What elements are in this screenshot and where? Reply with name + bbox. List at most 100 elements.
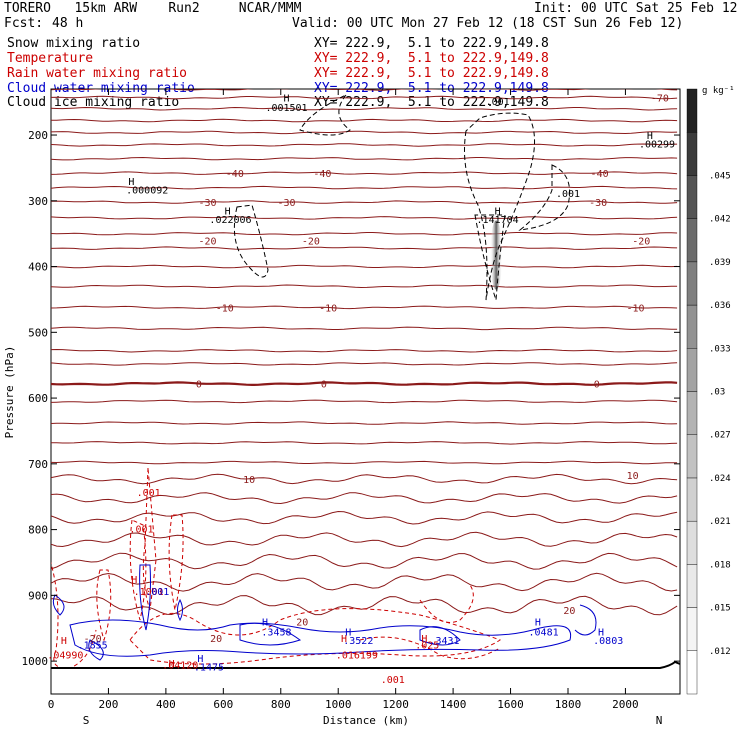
model-title: TORERO 15km ARW Run2 NCAR/MMM [4,1,302,16]
cloud-ice-label: .001 [486,97,510,108]
cloud-ice-label: .001501 [265,103,307,114]
temperature-contour-label: 0 [594,380,600,391]
isotherm-line [51,305,678,310]
temperature-contour-label: -20 [199,236,217,247]
cloud-water-label: H [535,618,541,629]
x-tick-label: 1400 [440,698,467,711]
isotherm-line [51,82,677,84]
x-tick-label: 2000 [612,698,639,711]
colorbar-swatch [686,434,698,479]
y-tick-label: 400 [28,261,48,274]
rain-contour [142,467,157,611]
south-end-label: S [83,714,90,727]
temperature-contours [51,82,678,616]
colorbar: .012 .015 .018 .021 .024 .027 .03 .033 .036 .039.… [686,86,735,695]
temperature-contour-label: -20 [632,236,650,247]
colorbar-swatch [686,564,698,608]
rain-label: H [341,634,347,645]
cloud-water-contour [139,564,151,631]
colorbar-level-label: .03 [709,388,725,398]
temperature-contour-label: -10 [626,303,644,314]
y-tick-label: 600 [28,392,48,405]
x-tick-label: 600 [213,698,233,711]
cloud-ice-label: H [128,177,134,188]
x-tick-label: 0 [48,698,55,711]
ice-contour [518,164,571,231]
isotherm-line [51,421,678,425]
x-axis-label: Distance (km) [323,714,409,727]
isotherm-line [51,510,678,525]
isotherm-line [51,118,678,123]
rain-contour [168,514,184,611]
forecast-label: Fcst: [4,16,44,31]
plot-frame [50,88,681,695]
x-tick-label: 1800 [555,698,582,711]
isotherm-line [51,89,678,91]
rain-label: .001 [381,675,405,686]
cloud-water-contour [177,598,183,622]
rain-label: .04990 [47,651,83,662]
colorbar-level-label: .027 [709,431,731,441]
cloud-water-label: .1855 [78,641,108,652]
temperature-contour-label: 10 [243,475,255,486]
temperature-contour-label: -40 [313,169,331,180]
ice-contour [299,94,351,136]
valid-time: Valid: 00 UTC Mon 27 Feb 12 (18 CST Sun … [292,16,684,31]
rain-label: H [131,575,137,586]
field-rain-name: Rain water mixing ratio [7,66,188,81]
y-tick-label: 200 [28,129,48,142]
colorbar-level-label: .033 [709,344,731,354]
y-axis-label: Pressure (hPa) [3,346,16,439]
cloud-water-contours [52,564,597,661]
isotherm-line [51,362,678,366]
rain-label: .001 [129,524,153,535]
colorbar-swatch [686,391,698,435]
temperature-contour-label: -40 [591,169,609,180]
cloud-water-contour [88,639,104,661]
cloud-ice-label: .001 [556,189,580,200]
isotherm-line [51,531,678,548]
field-rain-xy: XY= 222.9, 5.1 to 222.9,149.8 [314,66,549,81]
cloud-water-label: .1475 [194,662,224,673]
colorbar-level-label: .045 [709,171,731,181]
rain-contour [359,636,501,660]
isotherm-line [51,326,678,331]
rain-label: H [169,659,175,670]
cloud-water-label: H [598,628,604,639]
temperature-contour-label: 20 [296,618,308,629]
axes: 0 200 400 600 800 1000 1200 1400 1600 1800 2000200… [22,89,680,711]
cloud-water-contour [419,626,461,646]
isotherm-line [51,492,678,505]
rain-contour [419,584,474,623]
temperature-contour-label: 10 [627,471,639,482]
cloud-ice-label: .000092 [126,186,168,197]
terrain-line [51,660,680,669]
field-temperature-xy: XY= 222.9, 5.1 to 222.9,149.8 [314,51,549,66]
rain-contour [129,608,502,665]
temperature-contour-label: -20 [302,236,320,247]
isotherm-line [51,595,678,616]
init-time: Init: 00 UTC Sat 25 Feb 12 [534,1,738,16]
isotherm-line [51,552,678,570]
rain-contour [96,569,112,642]
isotherm-line [51,441,678,445]
temperature-contour-label: -70 [651,94,669,105]
colorbar-swatch [686,520,698,565]
isotherm-line [51,143,678,147]
isotherm-line [51,185,678,190]
cloud-water-label: H [197,654,203,665]
cloud-ice-label: H [225,207,231,218]
colorbar-swatch [686,348,698,392]
cloud-ice-label: H [495,207,501,218]
rain-contour [129,519,147,621]
field-cloud-ice-xy: XY= 222.9, 5.1 to 222.9,149.8 [314,95,549,110]
cloud-water-label: .0481 [529,628,559,639]
colorbar-swatch [686,607,698,651]
isotherm-line [51,399,678,404]
isotherm-line [51,171,678,175]
cloud-ice-contours [233,94,571,301]
cloud-water-label: .3522 [343,636,373,647]
colorbar-unit: g kg⁻¹ [702,86,735,96]
cloud-water-label: H [345,628,351,639]
